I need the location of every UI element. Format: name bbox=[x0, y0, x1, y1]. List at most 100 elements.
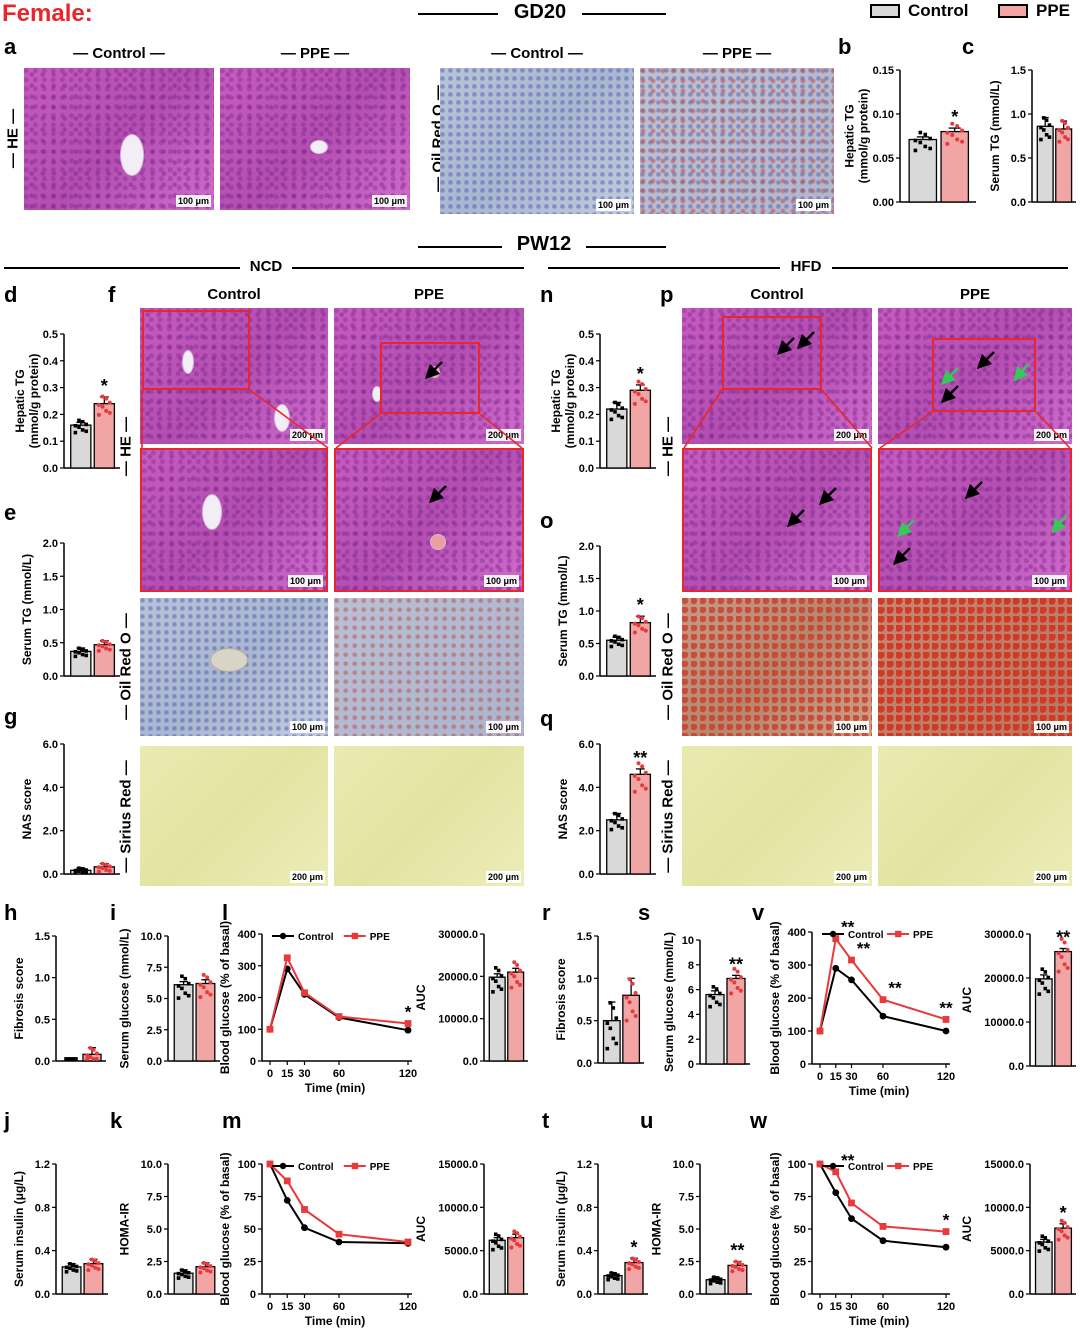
y-tick-label: 0 bbox=[800, 1059, 806, 1071]
pw-rule-left bbox=[418, 246, 502, 248]
data-point bbox=[609, 644, 614, 649]
x-tick-label: 30 bbox=[298, 1301, 310, 1313]
series-point-ppe bbox=[942, 1228, 950, 1235]
data-point bbox=[729, 991, 734, 996]
x-axis-label: Time (min) bbox=[849, 1314, 909, 1328]
data-point bbox=[614, 1016, 619, 1020]
data-point bbox=[1044, 118, 1049, 123]
data-point bbox=[715, 1276, 720, 1280]
data-point bbox=[715, 1280, 720, 1284]
p-zoom-lines bbox=[683, 389, 1071, 449]
data-point bbox=[93, 1265, 98, 1270]
data-point bbox=[613, 811, 617, 816]
y-tick-label: 25 bbox=[244, 1257, 256, 1269]
panel-label-k: k bbox=[110, 1108, 123, 1133]
data-point bbox=[636, 761, 641, 766]
data-point bbox=[1056, 1237, 1061, 1242]
data-point bbox=[77, 650, 81, 655]
y-tick-label: 1.5 bbox=[35, 931, 50, 943]
data-point bbox=[630, 981, 635, 986]
data-point bbox=[627, 1261, 632, 1266]
y-tick-label: 0.4 bbox=[577, 1246, 593, 1258]
data-point bbox=[923, 132, 928, 137]
data-point bbox=[73, 430, 78, 435]
y-axis-label: Hepatic TG(mmol/g protein) bbox=[549, 354, 577, 449]
data-point bbox=[1065, 965, 1070, 970]
data-point bbox=[201, 1266, 206, 1271]
data-point bbox=[620, 406, 625, 410]
y-axis-label: Serum TG (mmol/L) bbox=[556, 555, 570, 666]
data-point bbox=[67, 1057, 72, 1061]
data-point bbox=[183, 991, 188, 996]
y-tick-label: 8 bbox=[688, 960, 694, 972]
data-point bbox=[201, 1260, 206, 1265]
y-tick-label: 0.0 bbox=[1009, 1061, 1024, 1073]
scale-bar-label: 200 μm bbox=[833, 871, 869, 883]
data-point bbox=[104, 867, 109, 872]
data-point bbox=[104, 646, 109, 651]
data-point bbox=[955, 124, 960, 128]
legend-label-control: Control bbox=[848, 1162, 884, 1173]
legend-marker-ppe bbox=[895, 1162, 902, 1170]
data-point bbox=[640, 382, 645, 387]
data-point bbox=[491, 976, 495, 981]
panel-label-m: m bbox=[222, 1108, 242, 1133]
y-tick-label: 0.2 bbox=[579, 409, 594, 421]
y-tick-label: 2.0 bbox=[579, 826, 594, 838]
data-point bbox=[493, 1232, 498, 1237]
data-point bbox=[77, 869, 81, 874]
y-tick-label: 5.0 bbox=[679, 1224, 694, 1236]
data-point bbox=[1039, 137, 1043, 142]
significance-mark: * bbox=[101, 376, 108, 396]
y-axis-label: HOMA-IR bbox=[117, 1202, 131, 1255]
panel-label-i: i bbox=[110, 900, 117, 925]
data-point bbox=[180, 974, 184, 979]
data-point bbox=[176, 984, 181, 988]
data-point bbox=[640, 396, 645, 401]
panel-label-h: h bbox=[4, 900, 18, 925]
pw-header: PW12 bbox=[516, 233, 572, 255]
y-tick-label: 15000.0 bbox=[438, 1159, 478, 1171]
data-point bbox=[1065, 1235, 1070, 1240]
data-point bbox=[913, 138, 918, 143]
y-tick-label: 2.5 bbox=[147, 1025, 162, 1037]
data-point bbox=[517, 968, 522, 973]
data-point bbox=[729, 977, 734, 982]
data-point bbox=[180, 1272, 184, 1277]
y-tick-label: 7.5 bbox=[147, 1192, 162, 1204]
data-point bbox=[613, 640, 617, 644]
y-tick-label: 100 bbox=[788, 1026, 806, 1038]
chart-v_auc: 0.0 10000.0 20000.0 30000.0 AUC ** bbox=[960, 928, 1076, 1073]
legend-label-ppe: PPE bbox=[370, 932, 390, 943]
scale-bar-label: 100 μm bbox=[483, 575, 519, 587]
data-point bbox=[96, 648, 101, 653]
y-tick-label: 50 bbox=[244, 1224, 256, 1236]
x-tick-label: 0 bbox=[817, 1071, 823, 1083]
data-point bbox=[80, 419, 85, 424]
data-point bbox=[180, 1268, 184, 1272]
data-point bbox=[183, 1274, 188, 1279]
x-tick-label: 30 bbox=[298, 1068, 310, 1080]
significance-mark: ** bbox=[730, 1241, 744, 1261]
x-axis-label: Time (min) bbox=[305, 1314, 365, 1328]
data-point bbox=[636, 379, 641, 384]
data-point bbox=[205, 1262, 210, 1267]
scale-bar-label: 200 μm bbox=[1033, 871, 1069, 883]
data-point bbox=[77, 646, 81, 651]
y-axis-label: Fibrosis score bbox=[12, 957, 26, 1039]
hfd-rule-left bbox=[548, 267, 780, 269]
y-tick-label: 0.5 bbox=[43, 329, 58, 341]
data-point bbox=[611, 1006, 616, 1010]
data-point bbox=[107, 647, 112, 652]
x-tick-label: 15 bbox=[281, 1068, 293, 1080]
data-point bbox=[71, 1262, 76, 1267]
data-point bbox=[1059, 936, 1064, 941]
data-point bbox=[1056, 1227, 1061, 1232]
y-axis-label: Serum glucose (mmol/L) bbox=[662, 932, 676, 1072]
y-tick-label: 0.2 bbox=[43, 409, 58, 421]
data-point bbox=[1037, 1249, 1042, 1253]
y-axis-label: Serum TG (mmol/L) bbox=[20, 554, 34, 665]
y-tick-label: 4.0 bbox=[579, 782, 594, 794]
y-tick-label: 1.0 bbox=[35, 973, 50, 985]
data-point bbox=[1047, 135, 1052, 139]
